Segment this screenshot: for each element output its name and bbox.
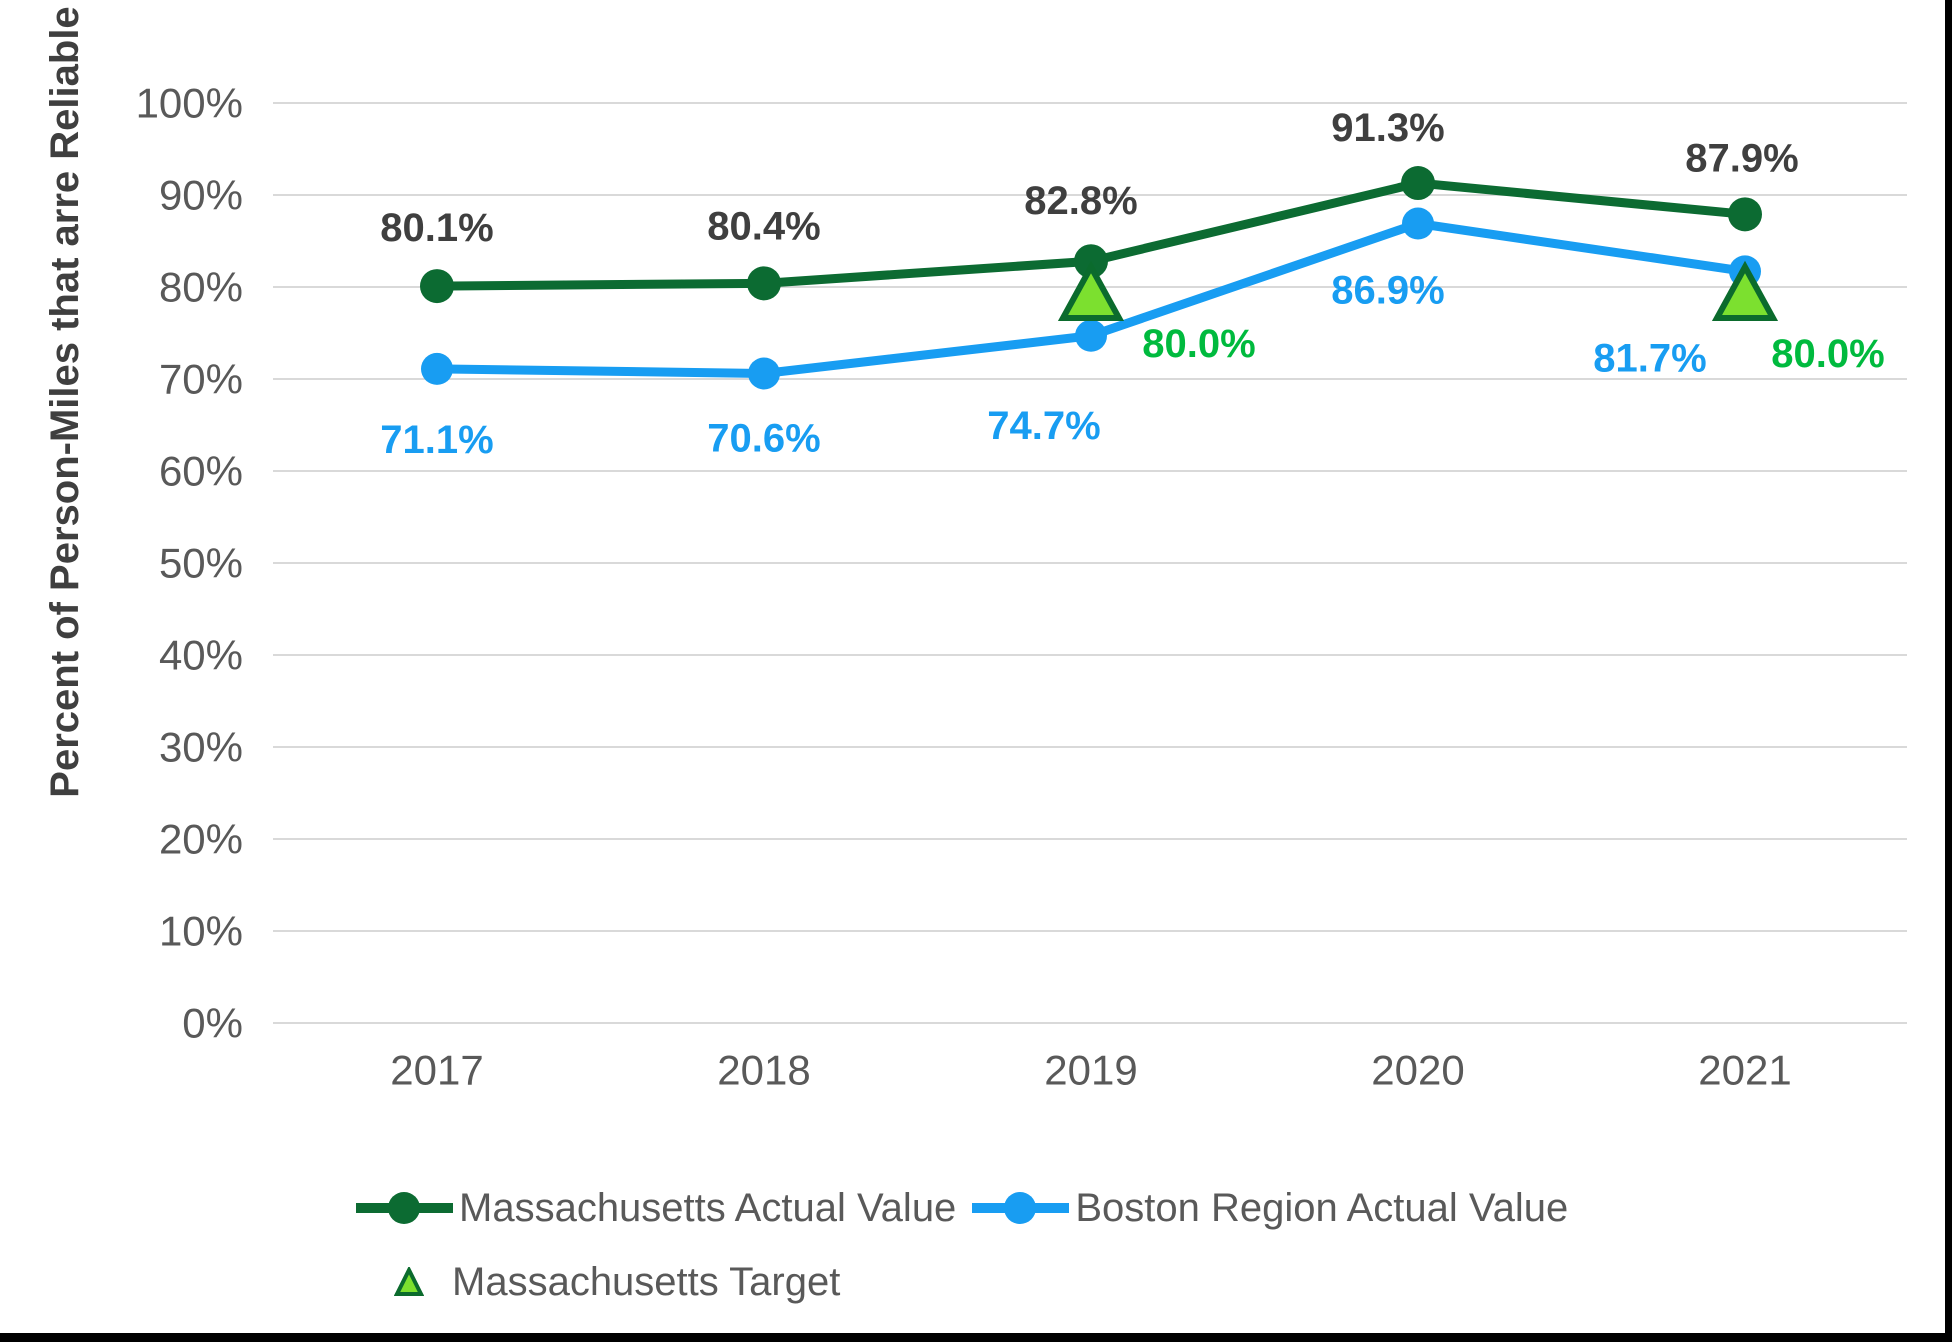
target-marker-2019	[1057, 260, 1125, 321]
y-tick-label: 40%	[159, 632, 243, 679]
data-point-s0-2020	[1401, 166, 1435, 201]
y-tick-label: 70%	[159, 356, 243, 403]
data-point-s1-2019	[1075, 319, 1107, 352]
x-tick-label: 2020	[1371, 1047, 1464, 1094]
x-axis-tick-labels: 2017 2018 2019 2020 2021	[390, 1047, 1791, 1094]
point-label-s1-2018: 70.6%	[707, 416, 820, 460]
point-label-s1-2019: 74.7%	[987, 404, 1100, 448]
x-tick-label: 2019	[1044, 1047, 1137, 1094]
triangle-marker-icon	[394, 1267, 424, 1296]
legend-row-2: Massachusetts Target	[394, 1260, 840, 1304]
target-marker-2021	[1711, 260, 1779, 321]
point-label-s0-2018: 80.4%	[707, 204, 820, 248]
y-axis-tick-labels: 0% 10% 20% 30% 40% 50% 60% 70% 80% 90% 100%	[136, 80, 243, 1047]
y-tick-label: 0%	[182, 1000, 243, 1047]
y-tick-label: 20%	[159, 816, 243, 863]
legend-label: Boston Region Actual Value	[1075, 1186, 1569, 1230]
point-label-s2-2021: 80.0%	[1771, 332, 1884, 376]
line-circle-marker-icon	[972, 1192, 1070, 1224]
data-point-s0-2018	[747, 266, 781, 301]
x-tick-label: 2017	[390, 1047, 483, 1094]
y-tick-label: 100%	[136, 80, 243, 127]
legend-item-boston-region-actual: Boston Region Actual Value	[972, 1186, 1568, 1230]
page-border-right	[1945, 0, 1952, 1342]
y-tick-label: 60%	[159, 448, 243, 495]
legend-label: Massachusetts Target	[452, 1260, 841, 1304]
y-tick-label: 90%	[159, 172, 243, 219]
point-label-s0-2019: 82.8%	[1024, 179, 1137, 223]
data-point-s1-2020	[1402, 207, 1434, 240]
legend-label: Massachusetts Actual Value	[459, 1186, 957, 1230]
legend-item-massachusetts-actual: Massachusetts Actual Value	[356, 1186, 956, 1230]
data-point-labels: 80.1% 80.4% 82.8% 91.3% 87.9% 71.1% 70.6% 74.7%…	[380, 106, 1884, 462]
data-point-s0-2021	[1728, 197, 1762, 232]
page-border-bottom	[0, 1333, 1952, 1342]
point-label-s0-2021: 87.9%	[1685, 136, 1798, 180]
point-label-s1-2021: 81.7%	[1593, 336, 1706, 380]
gridlines	[273, 102, 1907, 1024]
y-tick-label: 10%	[159, 908, 243, 955]
series-layer	[420, 166, 1779, 390]
line-circle-marker-icon	[356, 1192, 453, 1224]
point-label-s2-2019: 80.0%	[1142, 322, 1255, 366]
point-label-s0-2020: 91.3%	[1331, 106, 1444, 150]
point-label-s1-2017: 71.1%	[380, 418, 493, 462]
data-point-s1-2018	[748, 357, 780, 390]
data-point-s0-2017	[420, 269, 454, 304]
x-tick-label: 2021	[1698, 1047, 1791, 1094]
data-point-s1-2017	[421, 352, 453, 385]
x-tick-label: 2018	[717, 1047, 810, 1094]
legend-item-massachusetts-target: Massachusetts Target	[394, 1260, 840, 1304]
y-tick-label: 80%	[159, 264, 243, 311]
y-axis-title: Percent of Person-Miles that arre Reliab…	[43, 6, 87, 797]
y-tick-label: 50%	[159, 540, 243, 587]
point-label-s1-2020: 86.9%	[1331, 269, 1444, 313]
legend: Massachusetts Actual Value Boston Region…	[356, 1186, 1568, 1230]
y-tick-label: 30%	[159, 724, 243, 771]
point-label-s0-2017: 80.1%	[380, 206, 493, 250]
